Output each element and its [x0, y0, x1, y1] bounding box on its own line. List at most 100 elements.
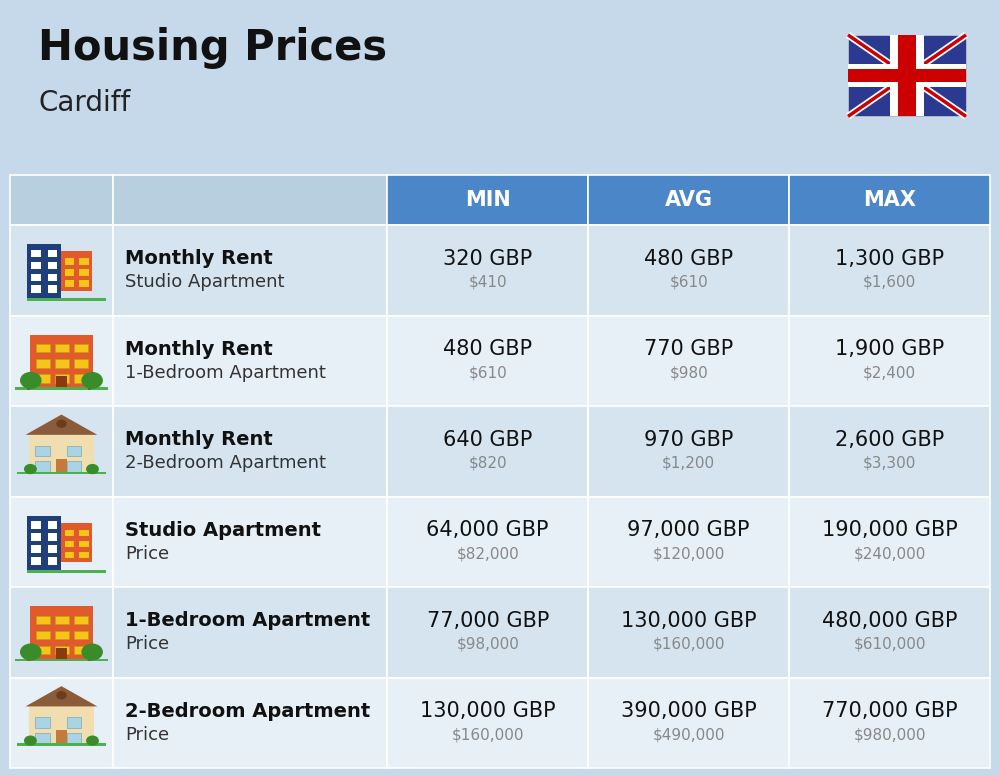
FancyBboxPatch shape — [48, 273, 57, 281]
Text: $3,300: $3,300 — [863, 456, 916, 470]
Text: MIN: MIN — [465, 190, 511, 210]
Text: Monthly Rent: Monthly Rent — [125, 249, 273, 268]
FancyBboxPatch shape — [65, 552, 74, 559]
FancyBboxPatch shape — [48, 262, 57, 269]
FancyBboxPatch shape — [29, 706, 94, 743]
FancyBboxPatch shape — [79, 269, 89, 275]
FancyBboxPatch shape — [27, 570, 106, 573]
FancyBboxPatch shape — [10, 175, 113, 225]
FancyBboxPatch shape — [898, 35, 916, 116]
FancyBboxPatch shape — [79, 541, 89, 547]
Circle shape — [21, 644, 41, 660]
FancyBboxPatch shape — [588, 316, 789, 406]
FancyBboxPatch shape — [74, 344, 88, 352]
FancyBboxPatch shape — [35, 733, 50, 743]
FancyBboxPatch shape — [79, 258, 89, 265]
FancyBboxPatch shape — [36, 344, 50, 352]
FancyBboxPatch shape — [61, 523, 92, 563]
Text: $160,000: $160,000 — [452, 727, 524, 742]
FancyBboxPatch shape — [31, 521, 41, 529]
Text: $2,400: $2,400 — [863, 365, 916, 380]
FancyBboxPatch shape — [56, 459, 67, 472]
FancyBboxPatch shape — [55, 646, 69, 654]
Text: $610: $610 — [468, 365, 507, 380]
Text: Price: Price — [125, 545, 169, 563]
Text: 1-Bedroom Apartment: 1-Bedroom Apartment — [125, 611, 370, 630]
FancyBboxPatch shape — [848, 69, 966, 82]
FancyBboxPatch shape — [30, 606, 93, 659]
FancyBboxPatch shape — [56, 648, 67, 659]
FancyBboxPatch shape — [36, 359, 50, 368]
Text: $980,000: $980,000 — [853, 727, 926, 742]
FancyBboxPatch shape — [588, 225, 789, 316]
Text: 320 GBP: 320 GBP — [443, 248, 532, 268]
FancyBboxPatch shape — [387, 677, 588, 768]
Text: Housing Prices: Housing Prices — [38, 27, 387, 69]
FancyBboxPatch shape — [848, 35, 966, 116]
FancyBboxPatch shape — [36, 631, 50, 639]
Text: Cardiff: Cardiff — [38, 89, 130, 117]
FancyBboxPatch shape — [17, 743, 106, 746]
FancyBboxPatch shape — [31, 557, 41, 564]
FancyBboxPatch shape — [79, 552, 89, 559]
Circle shape — [82, 372, 102, 388]
FancyBboxPatch shape — [113, 497, 387, 587]
FancyBboxPatch shape — [65, 530, 74, 536]
FancyBboxPatch shape — [65, 280, 74, 287]
Text: 390,000 GBP: 390,000 GBP — [621, 702, 757, 721]
FancyBboxPatch shape — [387, 225, 588, 316]
FancyBboxPatch shape — [113, 316, 387, 406]
FancyBboxPatch shape — [29, 435, 94, 472]
Text: Price: Price — [125, 726, 169, 743]
FancyBboxPatch shape — [17, 472, 106, 474]
Circle shape — [87, 465, 98, 473]
FancyBboxPatch shape — [65, 258, 74, 265]
Text: 130,000 GBP: 130,000 GBP — [420, 702, 556, 721]
FancyBboxPatch shape — [55, 359, 69, 368]
FancyBboxPatch shape — [74, 615, 88, 624]
Text: Monthly Rent: Monthly Rent — [125, 340, 273, 359]
Text: 640 GBP: 640 GBP — [443, 430, 532, 449]
FancyBboxPatch shape — [10, 677, 113, 768]
Text: $610: $610 — [669, 275, 708, 289]
FancyBboxPatch shape — [789, 316, 990, 406]
FancyBboxPatch shape — [48, 250, 57, 258]
Text: $240,000: $240,000 — [853, 546, 926, 561]
FancyBboxPatch shape — [67, 733, 81, 743]
Text: $610,000: $610,000 — [853, 637, 926, 652]
FancyBboxPatch shape — [789, 587, 990, 677]
Text: 97,000 GBP: 97,000 GBP — [627, 520, 750, 540]
FancyBboxPatch shape — [65, 541, 74, 547]
Polygon shape — [26, 414, 97, 435]
Text: 480 GBP: 480 GBP — [644, 248, 733, 268]
Text: 770 GBP: 770 GBP — [644, 339, 733, 359]
Circle shape — [82, 644, 102, 660]
FancyBboxPatch shape — [35, 718, 50, 728]
FancyBboxPatch shape — [36, 646, 50, 654]
FancyBboxPatch shape — [789, 406, 990, 497]
FancyBboxPatch shape — [31, 273, 41, 281]
Text: $160,000: $160,000 — [652, 637, 725, 652]
FancyBboxPatch shape — [56, 730, 67, 743]
FancyBboxPatch shape — [48, 286, 57, 293]
FancyBboxPatch shape — [36, 374, 50, 383]
FancyBboxPatch shape — [35, 446, 50, 456]
FancyBboxPatch shape — [61, 251, 92, 291]
FancyBboxPatch shape — [88, 653, 91, 661]
Text: Studio Apartment: Studio Apartment — [125, 521, 321, 539]
Text: 2-Bedroom Apartment: 2-Bedroom Apartment — [125, 702, 370, 721]
Circle shape — [21, 372, 41, 388]
Text: 130,000 GBP: 130,000 GBP — [621, 611, 756, 631]
FancyBboxPatch shape — [27, 516, 61, 570]
FancyBboxPatch shape — [387, 406, 588, 497]
FancyBboxPatch shape — [113, 677, 387, 768]
Text: $490,000: $490,000 — [652, 727, 725, 742]
FancyBboxPatch shape — [65, 269, 74, 275]
FancyBboxPatch shape — [588, 406, 789, 497]
FancyBboxPatch shape — [789, 497, 990, 587]
FancyBboxPatch shape — [10, 316, 113, 406]
Text: 64,000 GBP: 64,000 GBP — [426, 520, 549, 540]
Text: AVG: AVG — [665, 190, 713, 210]
FancyBboxPatch shape — [31, 250, 41, 258]
FancyBboxPatch shape — [387, 497, 588, 587]
